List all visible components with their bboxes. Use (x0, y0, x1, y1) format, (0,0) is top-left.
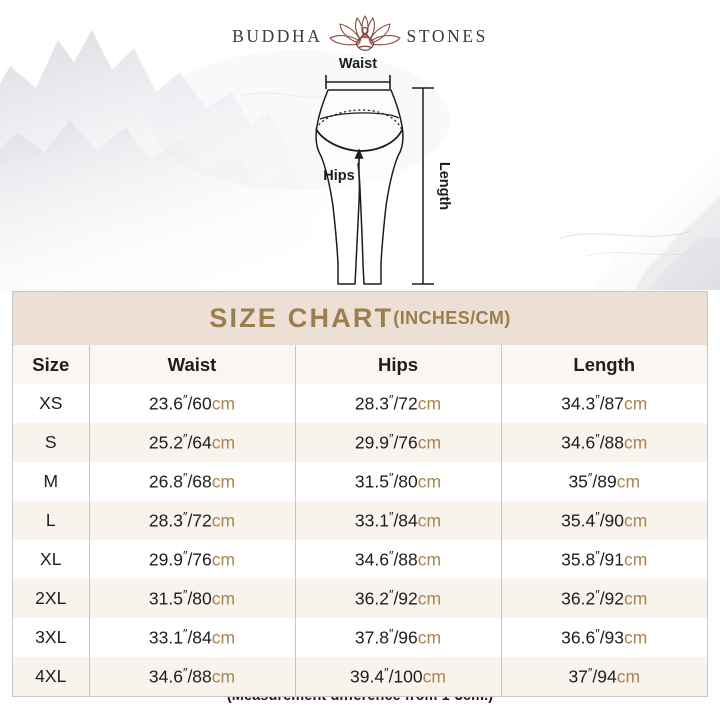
table-row: XS 23.6″/60cm 28.3″/72cm 34.3″/87cm (13, 384, 707, 423)
cell-size: S (13, 423, 90, 462)
cell-hips: 36.2″/92cm (295, 579, 502, 618)
size-chart-table: Size Waist Hips Length XS 23.6″/60cm 28.3″… (13, 345, 707, 696)
column-header-hips: Hips (295, 345, 502, 384)
table-header-row: Size Waist Hips Length (13, 345, 707, 384)
cell-waist: 29.9″/76cm (89, 540, 296, 579)
brand-name-right: STONES (406, 25, 488, 46)
cell-size: L (13, 501, 90, 540)
column-header-size: Size (13, 345, 90, 384)
table-row: 4XL 34.6″/88cm 39.4″/100cm 37″/94cm (13, 657, 707, 696)
cell-length: 34.6″/88cm (501, 423, 707, 462)
cell-hips: 37.8″/96cm (295, 618, 502, 657)
cell-length: 35.4″/90cm (501, 501, 707, 540)
cell-hips: 33.1″/84cm (295, 501, 502, 540)
cell-size: XS (13, 384, 90, 423)
hips-pointer-arrow (354, 148, 364, 175)
waist-label: Waist (339, 56, 377, 72)
cell-waist: 25.2″/64cm (89, 423, 296, 462)
table-row: 3XL 33.1″/84cm 37.8″/96cm 36.6″/93cm (13, 618, 707, 657)
page-title-units: (INCHES/CM) (393, 308, 511, 328)
table-row: L 28.3″/72cm 33.1″/84cm 35.4″/90cm (13, 501, 707, 540)
cell-length: 36.2″/92cm (501, 579, 707, 618)
cell-length: 36.6″/93cm (501, 618, 707, 657)
cell-hips: 28.3″/72cm (295, 384, 502, 423)
cell-waist: 31.5″/80cm (89, 579, 296, 618)
cell-length: 35″/89cm (501, 462, 707, 501)
leggings-measurement-diagram: Waist Hips Length (295, 52, 470, 292)
column-header-waist: Waist (89, 345, 296, 384)
cell-waist: 28.3″/72cm (89, 501, 296, 540)
column-header-length: Length (501, 345, 707, 384)
cell-size: XL (13, 540, 90, 579)
cell-waist: 33.1″/84cm (89, 618, 296, 657)
hips-label: Hips (323, 168, 354, 184)
cell-waist: 34.6″/88cm (89, 657, 296, 696)
cell-size: M (13, 462, 90, 501)
cell-size: 3XL (13, 618, 90, 657)
table-row: S 25.2″/64cm 29.9″/76cm 34.6″/88cm (13, 423, 707, 462)
table-row: XL 29.9″/76cm 34.6″/88cm 35.8″/91cm (13, 540, 707, 579)
table-row: M 26.8″/68cm 31.5″/80cm 35″/89cm (13, 462, 707, 501)
page-title: SIZE CHART (209, 303, 394, 333)
size-chart-card: SIZE CHART (INCHES/CM) Size Waist Hips L… (12, 291, 708, 697)
lotus-meditation-icon (328, 14, 401, 58)
size-chart-title-band: SIZE CHART (INCHES/CM) (13, 292, 707, 345)
cell-hips: 29.9″/76cm (295, 423, 502, 462)
table-row: 2XL 31.5″/80cm 36.2″/92cm 36.2″/92cm (13, 579, 707, 618)
cell-waist: 26.8″/68cm (89, 462, 296, 501)
brand-name-left: BUDDHA (232, 25, 323, 46)
cell-hips: 39.4″/100cm (295, 657, 502, 696)
cell-waist: 23.6″/60cm (89, 384, 296, 423)
cell-hips: 31.5″/80cm (295, 462, 502, 501)
length-dimension-line (412, 87, 434, 285)
waist-dimension-line (325, 75, 391, 89)
cell-size: 2XL (13, 579, 90, 618)
cell-hips: 34.6″/88cm (295, 540, 502, 579)
length-label: Length (436, 162, 452, 210)
cell-size: 4XL (13, 657, 90, 696)
cell-length: 34.3″/87cm (501, 384, 707, 423)
cell-length: 37″/94cm (501, 657, 707, 696)
brand-header: BUDDHA (0, 14, 720, 58)
cell-length: 35.8″/91cm (501, 540, 707, 579)
